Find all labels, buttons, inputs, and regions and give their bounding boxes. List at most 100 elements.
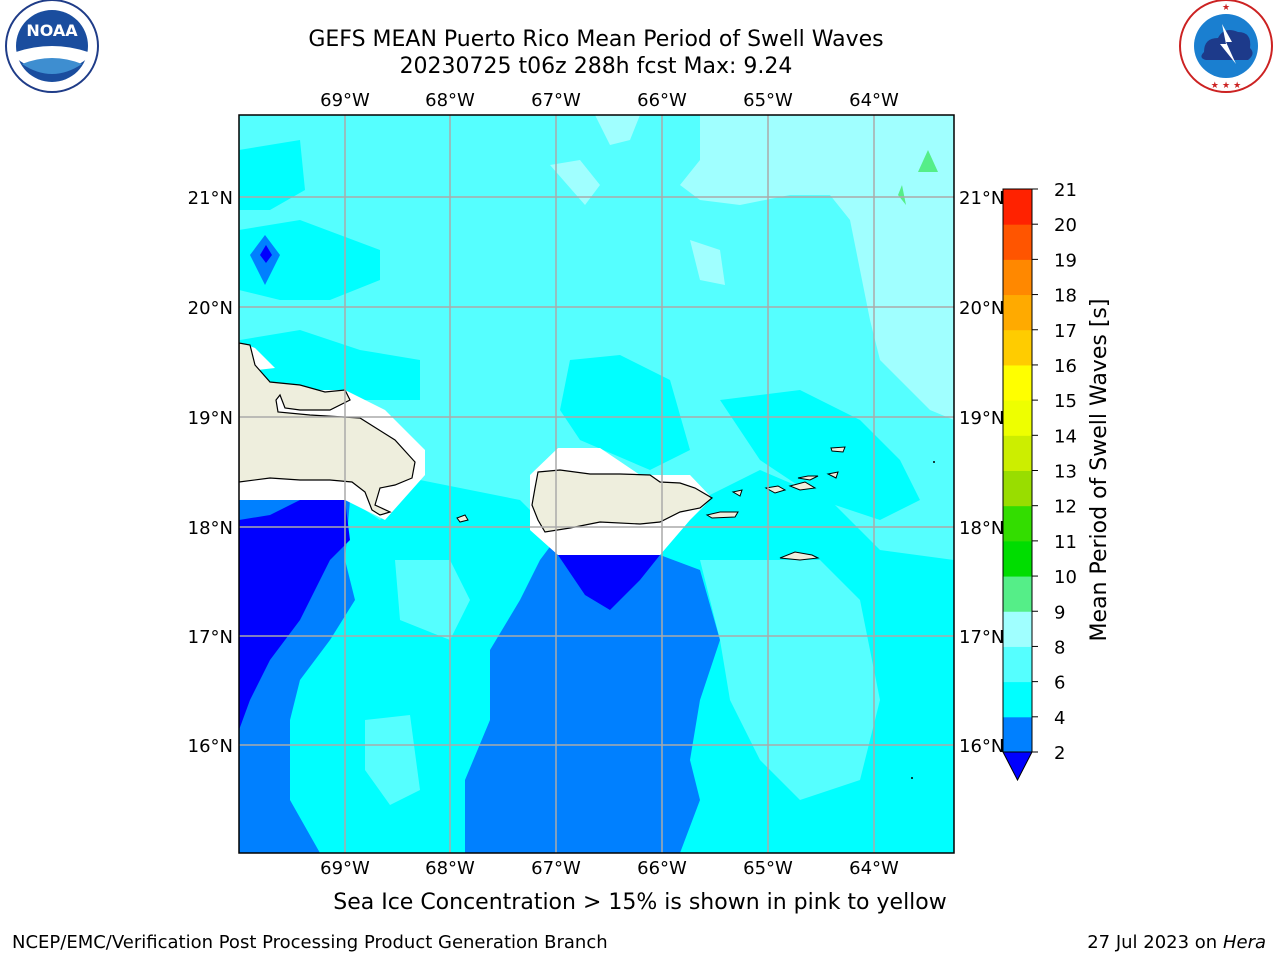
green-spot-1 — [918, 150, 938, 172]
lon-label-top: 68°W — [425, 90, 475, 111]
lon-label-top: 65°W — [743, 90, 793, 111]
land-virgin-islands-2 — [788, 481, 817, 491]
colorbar-tick-label: 9 — [1054, 602, 1065, 623]
svg-text:★: ★ — [1222, 3, 1230, 13]
blue-region-south-center — [465, 540, 720, 853]
chart-subtitle: 20230725 t06z 288h fcst Max: 9.24 — [399, 54, 793, 79]
land-virgin-islands-4 — [826, 471, 839, 479]
sea-ice-caption: Sea Ice Concentration > 15% is shown in … — [333, 890, 947, 915]
lat-label-left: 21°N — [188, 188, 233, 209]
land-virgin-islands-1 — [764, 485, 787, 494]
colorbar-band — [1003, 716, 1032, 753]
lon-label-bottom: 66°W — [637, 858, 687, 879]
footer-machine: Hera — [1222, 932, 1266, 953]
graticule — [239, 115, 954, 853]
land-islet-south — [911, 777, 913, 779]
colorbar-extend-triangle — [1002, 751, 1033, 782]
lat-label-right: 21°N — [959, 188, 1004, 209]
colorbar-band — [1003, 540, 1032, 577]
lat-label-left: 19°N — [188, 408, 233, 429]
lon-label-bottom: 65°W — [743, 858, 793, 879]
lat-label-left: 16°N — [188, 736, 233, 757]
lon-label-bottom: 68°W — [425, 858, 475, 879]
colorbar: 2 4 6 8 9 10 11 12 13 14 15 16 17 18 19 20 21 — [1002, 180, 1077, 782]
lat-label-right: 18°N — [959, 518, 1004, 539]
lon-label-bottom: 69°W — [320, 858, 370, 879]
colorbar-band — [1003, 364, 1032, 401]
colorbar-label: Mean Period of Swell Waves [s] — [1087, 299, 1112, 642]
lat-label-right: 16°N — [959, 736, 1004, 757]
light-cyan-pocket-3 — [700, 560, 880, 800]
lon-label-bottom: 67°W — [531, 858, 581, 879]
colorbar-tick-label: 20 — [1054, 215, 1077, 236]
longitude-labels-top: 69°W 68°W 67°W 66°W 65°W 64°W — [320, 90, 899, 111]
deep-blue-region-west — [239, 500, 350, 730]
pale-cyan-region-north — [595, 115, 640, 145]
lat-label-left: 17°N — [188, 627, 233, 648]
land-islet-east — [933, 461, 935, 463]
lon-label-top: 64°W — [849, 90, 899, 111]
colorbar-tick-label: 19 — [1054, 250, 1077, 271]
land-hispaniola — [239, 342, 416, 516]
colorbar-tick-label: 2 — [1054, 743, 1065, 764]
colorbar-band — [1003, 400, 1032, 436]
lon-label-top: 66°W — [637, 90, 687, 111]
lat-label-right: 17°N — [959, 627, 1004, 648]
colorbar-tick-label: 12 — [1054, 497, 1077, 518]
cyan-region-east — [720, 390, 920, 520]
footer-branch: NCEP/EMC/Verification Post Processing Pr… — [12, 932, 608, 953]
noaa-logo-text: NOAA — [26, 21, 78, 40]
colorbar-tick-label: 18 — [1054, 286, 1077, 307]
nws-logo: ★ ★ ★ ★ — [1179, 0, 1273, 93]
land-mona-island — [456, 514, 469, 523]
colorbar-band — [1003, 329, 1032, 366]
colorbar-band — [1003, 576, 1032, 612]
colorbar-band — [1003, 294, 1032, 331]
colorbar-tick-label: 6 — [1054, 673, 1065, 694]
cyan-region-center — [240, 330, 420, 400]
colorbar-band — [1003, 189, 1032, 225]
land-st-croix — [779, 551, 820, 561]
colorbar-band — [1003, 611, 1032, 647]
swell-period-field — [239, 115, 954, 853]
colorbar-band — [1003, 505, 1032, 542]
colorbar-band — [1003, 224, 1032, 260]
colorbar-band — [1003, 646, 1032, 683]
land-virgin-islands-3 — [797, 475, 819, 481]
svg-text:★ ★ ★: ★ ★ ★ — [1211, 81, 1241, 91]
colorbar-tick-label: 11 — [1054, 532, 1077, 553]
longitude-labels-bottom: 69°W 68°W 67°W 66°W 65°W 64°W — [320, 858, 899, 879]
light-cyan-pocket-2 — [365, 715, 420, 805]
latitude-labels-left: 21°N 20°N 19°N 18°N 17°N 16°N — [188, 188, 233, 757]
colorbar-tick-label: 16 — [1054, 356, 1077, 377]
latitude-labels-right: 21°N 20°N 19°N 18°N 17°N 16°N — [959, 188, 1004, 757]
colorbar-tick-label: 17 — [1054, 321, 1077, 342]
colorbar-tick-label: 13 — [1054, 462, 1077, 483]
footer-date-text: 27 Jul 2023 on — [1087, 932, 1223, 953]
lon-label-top: 67°W — [531, 90, 581, 111]
footer-date: 27 Jul 2023 on Hera — [1087, 932, 1266, 953]
lat-label-left: 20°N — [188, 298, 233, 319]
colorbar-tick-label: 4 — [1054, 708, 1065, 729]
pale-cyan-region-northeast — [680, 115, 954, 420]
chart-title: GEFS MEAN Puerto Rico Mean Period of Swe… — [308, 27, 884, 52]
colorbar-tick-label: 8 — [1054, 637, 1065, 658]
pale-cyan-region-spot1 — [550, 160, 600, 205]
lon-label-top: 69°W — [320, 90, 370, 111]
colorbar-tick-label: 10 — [1054, 567, 1077, 588]
colorbar-band — [1003, 435, 1032, 471]
noaa-logo: NOAA — [5, 0, 99, 93]
map-frame — [238, 114, 955, 854]
deep-blue-spot-north-core — [260, 245, 272, 263]
cyan-region-west — [239, 140, 305, 210]
colorbar-tick-label: 15 — [1054, 391, 1077, 412]
lat-label-right: 19°N — [959, 408, 1004, 429]
pale-cyan-region-spot2 — [690, 240, 725, 285]
lon-label-bottom: 64°W — [849, 858, 899, 879]
green-spot-2 — [898, 185, 906, 205]
colorbar-band — [1003, 681, 1032, 718]
lat-label-left: 18°N — [188, 518, 233, 539]
colorbar-tick-label: 14 — [1054, 426, 1077, 447]
lat-label-right: 20°N — [959, 298, 1004, 319]
land-culebra — [731, 489, 743, 497]
